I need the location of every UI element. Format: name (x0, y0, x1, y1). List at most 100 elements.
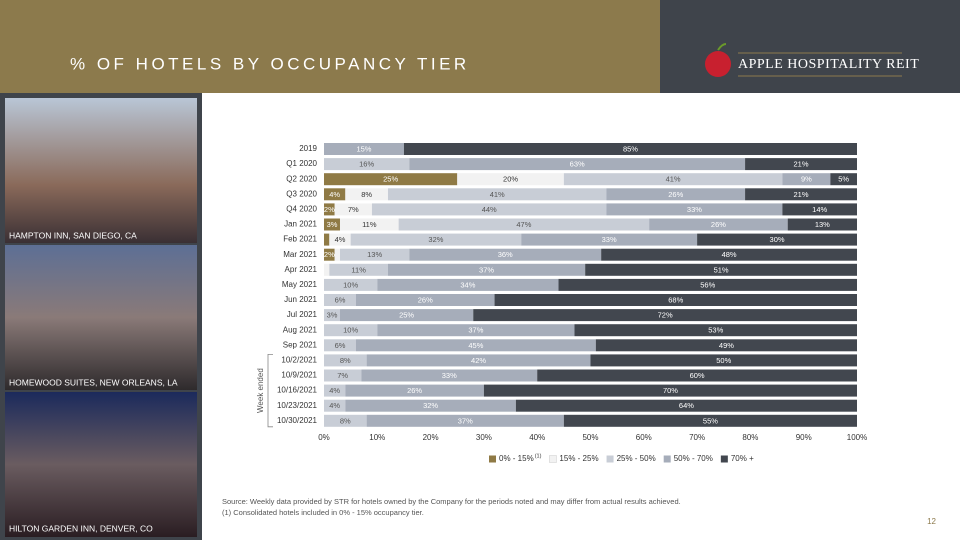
photo (5, 392, 197, 537)
bar-segment (585, 263, 857, 276)
bar-segment (649, 218, 788, 231)
bar-segment (324, 354, 367, 367)
bar-segment (521, 233, 698, 246)
y-tick-label: 10/30/2021 (277, 416, 318, 425)
data-label: 6% (335, 295, 346, 304)
data-label: 48% (722, 250, 737, 259)
bar-segment (403, 143, 857, 155)
y-tick-label: 2019 (299, 144, 317, 153)
data-label: 13% (367, 250, 382, 259)
data-label: 9% (801, 175, 812, 184)
data-label: 37% (479, 265, 494, 274)
data-label: 4% (335, 235, 346, 244)
y-tick-label: Aug 2021 (283, 325, 318, 334)
data-label: 2% (324, 250, 335, 259)
data-label: 8% (340, 356, 351, 365)
bar-segment (350, 233, 522, 246)
data-label: 8% (361, 190, 372, 199)
bar-segment (324, 294, 356, 306)
page-number: 12 (927, 517, 936, 526)
data-label: 5% (838, 175, 849, 184)
photo-caption: HOMEWOOD SUITES, NEW ORLEANS, LA (9, 377, 178, 387)
bar-segment (324, 414, 367, 427)
data-label: 14% (812, 205, 827, 214)
y-tick-label: Feb 2021 (283, 235, 317, 244)
bar-segment (595, 339, 857, 352)
y-tick-label: Q2 2020 (286, 174, 317, 183)
y-tick-label: Apr 2021 (285, 265, 318, 274)
bar-segment (355, 339, 596, 352)
header-band (0, 0, 660, 93)
y-tick-label: May 2021 (282, 280, 318, 289)
bar-segment (537, 369, 857, 382)
logo-apple (705, 51, 731, 77)
data-label: 11% (362, 220, 377, 229)
photo-caption: HAMPTON INN, SAN DIEGO, CA (9, 230, 137, 240)
data-label: 13% (815, 220, 830, 229)
x-tick-label: 70% (689, 433, 705, 442)
bar-segment (324, 309, 340, 322)
bar-segment (329, 263, 388, 276)
data-label: 21% (794, 160, 809, 169)
bar-segment (782, 173, 831, 186)
y-tick-label: 10/9/2021 (281, 371, 317, 380)
data-label: 10% (343, 326, 358, 335)
bar-segment (409, 248, 602, 261)
data-label: 70% (663, 386, 678, 395)
legend-label: 15% - 25% (559, 454, 598, 463)
data-label: 15% (356, 144, 371, 153)
data-label: 34% (460, 280, 475, 289)
bar-segment (558, 278, 857, 291)
data-label: 33% (442, 371, 457, 380)
bar-segment (377, 278, 559, 291)
bar-segment (324, 203, 335, 216)
bar-segment (334, 248, 340, 261)
data-label: 33% (602, 235, 617, 244)
legend-swatch (606, 455, 614, 463)
bar-segment (345, 188, 388, 201)
data-label: 26% (711, 220, 726, 229)
data-label: 60% (690, 371, 705, 380)
bar-segment (324, 339, 356, 352)
data-label: 4% (329, 401, 340, 410)
data-label: 16% (359, 160, 374, 169)
y-tick-label: 10/23/2021 (277, 401, 318, 410)
bar-segment (606, 188, 746, 201)
legend-swatch (720, 455, 728, 463)
data-label: 55% (703, 416, 718, 425)
bar-segment (387, 263, 586, 276)
data-label: 10% (343, 280, 358, 289)
x-tick-label: 90% (796, 433, 812, 442)
data-label: 63% (570, 160, 585, 169)
photo (5, 245, 197, 390)
legend-label: 50% - 70% (674, 454, 713, 463)
data-label: 45% (468, 341, 483, 350)
y-tick-label: Jun 2021 (284, 295, 317, 304)
data-label: 53% (708, 326, 723, 335)
bar-segment (324, 143, 404, 155)
bar-segment (329, 233, 351, 246)
data-label: 49% (719, 341, 734, 350)
footnote: (1) Consolidated hotels included in 0% -… (222, 508, 424, 517)
data-label: 25% (383, 175, 398, 184)
x-tick-label: 0% (318, 433, 330, 442)
bar-segment (787, 218, 857, 231)
x-tick-label: 60% (636, 433, 652, 442)
group-bracket (267, 354, 273, 428)
x-tick-label: 30% (476, 433, 492, 442)
legend-swatch (549, 455, 557, 463)
logo-text: APPLE HOSPITALITY REIT (738, 57, 919, 72)
bar-segment (601, 248, 857, 261)
data-label: 50% (716, 356, 731, 365)
bar-segment (398, 218, 650, 231)
data-label: 51% (714, 265, 729, 274)
bar-segment (387, 188, 607, 201)
bar-segment (574, 324, 857, 337)
data-label: 32% (423, 401, 438, 410)
data-label: 21% (794, 190, 809, 199)
bar-segment (745, 158, 857, 171)
bar-segment (563, 414, 857, 427)
y-tick-label: Jul 2021 (287, 310, 318, 319)
bar-segment (361, 369, 538, 382)
data-label: 11% (351, 265, 366, 274)
